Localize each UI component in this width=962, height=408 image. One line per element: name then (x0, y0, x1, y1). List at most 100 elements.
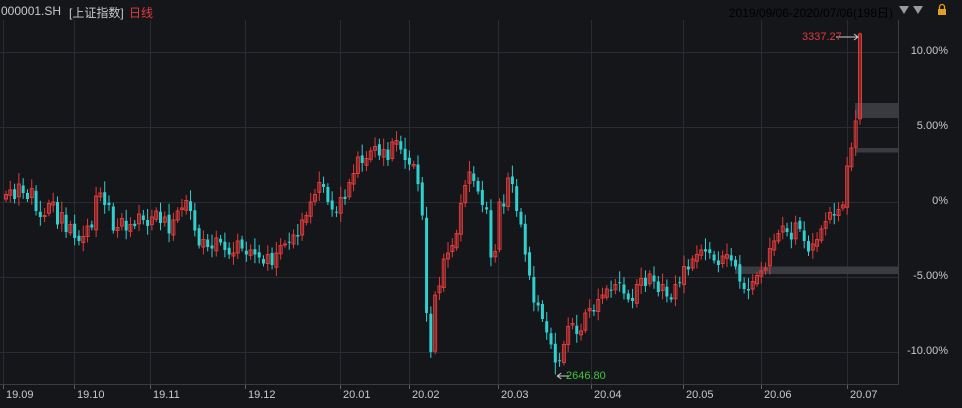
zone-band (855, 103, 898, 118)
candle-down (429, 306, 433, 358)
candle-up (16, 173, 21, 206)
candle-up (304, 211, 309, 226)
candle-up (29, 179, 34, 205)
candle-down (738, 255, 742, 289)
candle-down (141, 209, 145, 225)
candle-up (98, 187, 103, 202)
candle-down (558, 352, 562, 367)
lock-icon[interactable] (936, 3, 948, 22)
candle-down (704, 238, 708, 261)
candle-up (94, 186, 99, 238)
candle-up (587, 299, 592, 319)
candle-up (463, 179, 468, 208)
candle-up (128, 217, 133, 238)
candle-up (493, 244, 498, 263)
candle-up (763, 262, 768, 275)
candle-down (13, 183, 17, 204)
stock-symbol: 000001.SH (1, 4, 62, 18)
candle-down (193, 202, 197, 237)
candle-down (746, 278, 750, 300)
candle-down (802, 221, 806, 249)
candle-down (785, 222, 789, 237)
candle-down (167, 203, 171, 243)
zone-band (855, 148, 898, 153)
candle-up (274, 242, 279, 277)
x-tick-label: 20.04 (594, 389, 622, 401)
x-tick-label: 20.01 (343, 389, 371, 401)
candle-up (59, 201, 64, 232)
candle-down (257, 244, 261, 264)
candle-up (115, 218, 120, 238)
candle-up (673, 275, 678, 307)
candle-down (38, 200, 42, 226)
candle-down (360, 144, 364, 172)
candle-up (776, 229, 781, 244)
candle-down (485, 201, 489, 214)
candle-up (364, 151, 369, 172)
candle-down (549, 327, 553, 349)
candle-down (678, 276, 682, 288)
candle-down (158, 202, 162, 231)
low-price-label: 2646.80 (566, 370, 606, 382)
candle-up (836, 202, 841, 222)
period-label[interactable]: 日线 (129, 6, 154, 20)
candle-down (77, 230, 81, 246)
candle-up (755, 271, 760, 287)
candle-up (561, 340, 566, 366)
candle-down (631, 288, 635, 309)
candle-up (4, 190, 8, 202)
candle-up (175, 207, 180, 223)
triangle-down-icon[interactable] (898, 3, 910, 21)
candle-up (694, 245, 699, 269)
x-tick-label: 19.12 (248, 389, 276, 401)
candle-down (146, 209, 150, 235)
candle-down (322, 176, 326, 193)
candle-down (669, 293, 673, 303)
candle-down (609, 280, 613, 298)
date-range-selector[interactable]: 2019/09/06-2020/07/06(198日) (729, 4, 893, 21)
candle-down (253, 238, 257, 264)
candle-down (742, 277, 746, 294)
candle-up (42, 208, 47, 223)
y-tick-label: 10.00% (910, 45, 948, 57)
triangle-down-icon[interactable] (912, 3, 924, 21)
candle-down (489, 199, 493, 267)
date-range: 2019/09/06-2020/07/06 (728, 6, 853, 20)
candle-up (454, 229, 459, 251)
candle-down (523, 214, 527, 262)
x-tick-label: 20.03 (501, 389, 529, 401)
candle-up (647, 270, 652, 287)
candle-up (815, 232, 820, 253)
candle-down (789, 221, 793, 249)
candle-up (613, 278, 618, 295)
candle-up (351, 164, 356, 192)
candle-up (312, 188, 317, 206)
candle-down (553, 332, 557, 375)
candle-down (652, 266, 656, 289)
candle-down (592, 304, 596, 316)
candle-down (206, 233, 210, 252)
high-arrow-head (853, 33, 859, 41)
candle-up (179, 198, 184, 217)
candle-up (604, 285, 609, 301)
candle-up (458, 194, 463, 242)
candle-down (515, 178, 519, 217)
candle-up (772, 233, 777, 256)
candle-down (386, 142, 390, 166)
x-tick-label: 19.09 (6, 389, 34, 401)
candle-down (798, 217, 802, 232)
candle-down (55, 196, 59, 229)
grid-lines (0, 20, 898, 389)
candle-up (85, 218, 90, 243)
candle-up (853, 110, 858, 157)
candle-down (330, 191, 334, 217)
candle-up (68, 220, 73, 236)
candle-down (502, 194, 506, 214)
candle-down (734, 256, 738, 270)
candle-up (467, 161, 472, 193)
candle-up (433, 291, 438, 355)
candle-down (343, 189, 347, 205)
candle-up (394, 131, 399, 152)
candle-up (411, 160, 416, 169)
